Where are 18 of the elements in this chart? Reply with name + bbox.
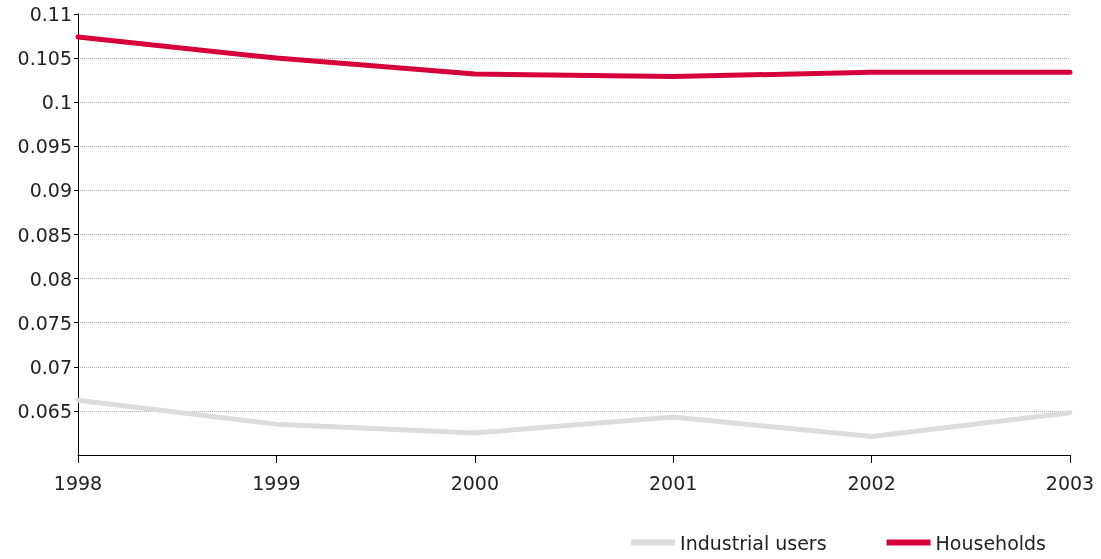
- y-tick-label: 0.1: [41, 91, 72, 114]
- y-tick-label: 0.085: [17, 223, 72, 246]
- x-tick-label: 2002: [847, 471, 896, 494]
- y-tick-label: 0.075: [17, 311, 72, 334]
- y-tick-label: 0.105: [17, 47, 72, 70]
- legend-label: Households: [935, 531, 1047, 554]
- legend-label: Industrial users: [680, 531, 827, 554]
- y-tick-label: 0.07: [29, 355, 72, 378]
- y-tick-label: 0.095: [17, 135, 72, 158]
- y-tick-label: 0.11: [29, 3, 72, 25]
- y-tick-label: 0.065: [17, 399, 72, 422]
- y-tick-label: 0.09: [29, 179, 72, 202]
- y-tick-label: 0.08: [29, 267, 72, 290]
- x-tick-label: 2003: [1045, 471, 1095, 494]
- x-tick-label: 1999: [252, 471, 301, 494]
- x-tick-label: 2001: [649, 471, 698, 494]
- x-tick-label: 2000: [450, 471, 499, 494]
- x-tick-label: 1998: [53, 471, 103, 494]
